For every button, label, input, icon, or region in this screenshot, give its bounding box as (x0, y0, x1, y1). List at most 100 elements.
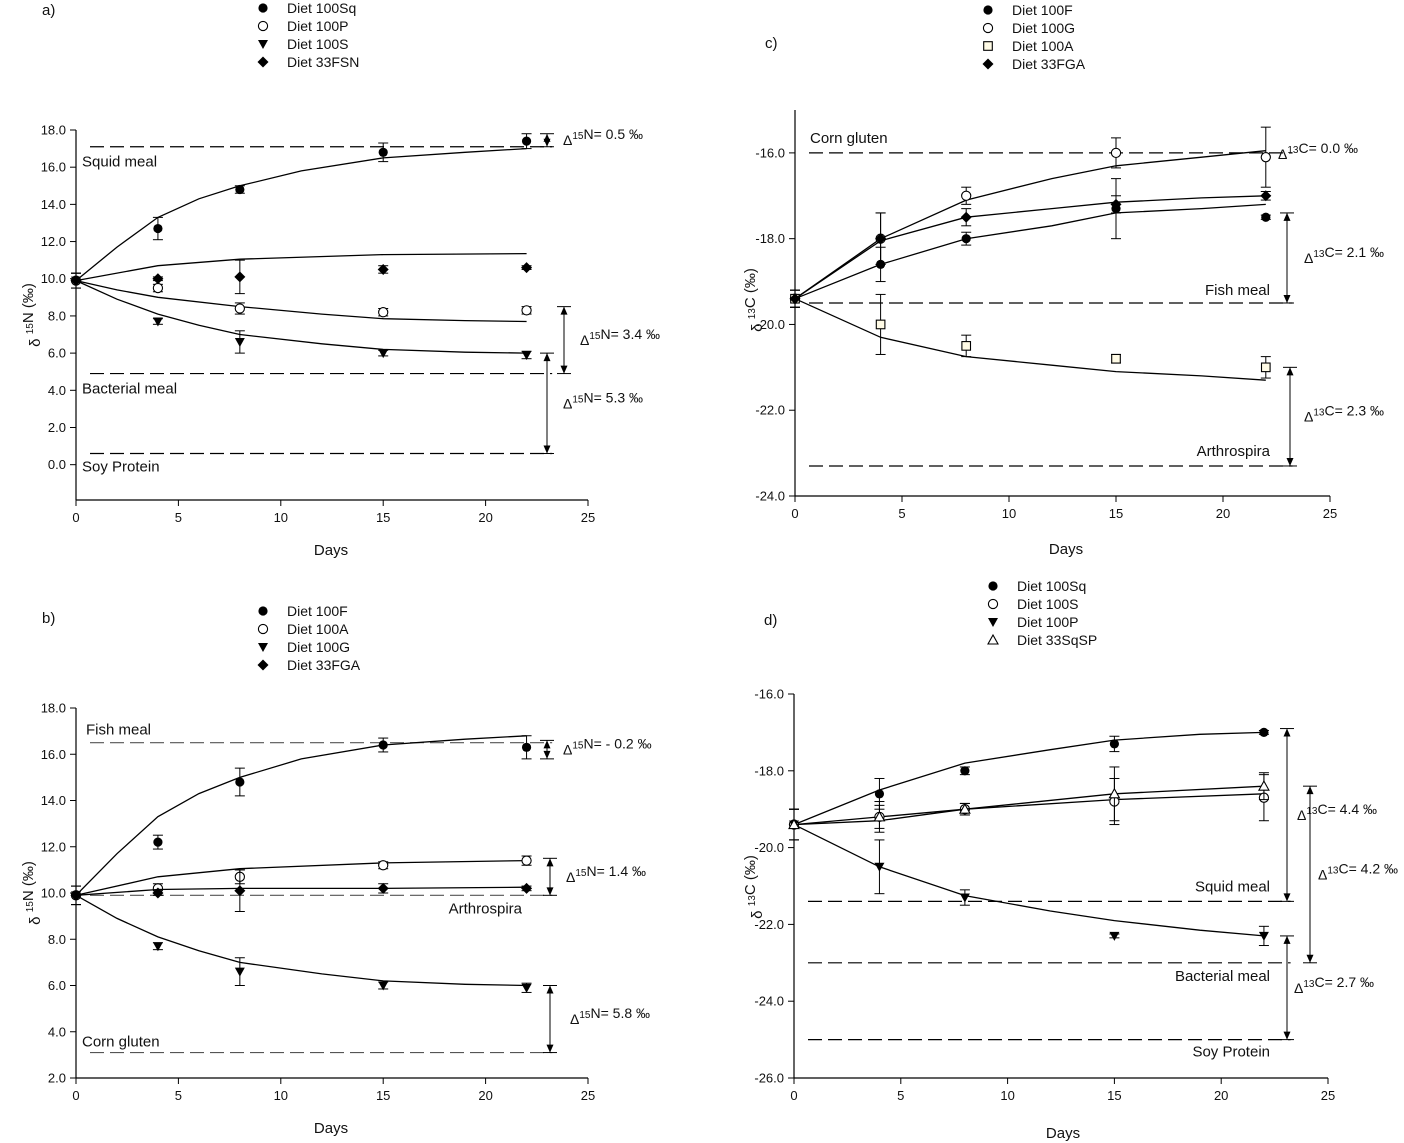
y-tick-label: 2.0 (48, 420, 66, 435)
legend-label: Diet 100F (1012, 2, 1073, 18)
arrow-head (1283, 893, 1291, 902)
annotation-label: Δ15N= 5.8 ‰ (570, 1005, 650, 1027)
panel-letter: b) (42, 610, 55, 627)
y-tick-label: 8.0 (48, 308, 66, 323)
legend-label: Diet 100F (287, 603, 348, 619)
arrow-head (546, 985, 554, 994)
legend-marker (257, 20, 269, 32)
data-point (789, 293, 801, 305)
legend-item: Diet 100A (257, 621, 349, 637)
reference-line-label: Fish meal (1205, 282, 1270, 299)
reference-line-label: Squid meal (1195, 878, 1270, 895)
series-diet-33fga (70, 869, 533, 912)
arrow-head (1283, 935, 1291, 944)
x-tick-label: 10 (274, 1088, 288, 1103)
y-axis-label: δ 13C (‰) (742, 855, 766, 919)
y-tick-label: -24.0 (754, 994, 784, 1009)
y-axis-label: δ 15N (‰) (20, 861, 44, 925)
legend: Diet 100F Diet 100G Diet 100A Diet 33FGA (982, 2, 1086, 72)
series-diet-100a (790, 289, 1271, 381)
data-point (152, 273, 164, 285)
annotation-label: Δ13C= 2.1 ‰ (1304, 244, 1384, 266)
fitted-curve (794, 298, 1266, 381)
legend-label: Diet 33FSN (287, 54, 359, 70)
data-point (377, 263, 389, 275)
x-tick-label: 15 (376, 1088, 390, 1103)
data-point (1260, 362, 1271, 373)
y-tick-label: -22.0 (755, 403, 785, 418)
x-tick-label: 20 (478, 1088, 492, 1103)
reference-line-label: Squid meal (82, 154, 157, 171)
y-tick-label: 18.0 (41, 701, 66, 716)
arrow-head (1306, 786, 1314, 795)
data-point (70, 275, 82, 287)
y-tick-label: -24.0 (755, 489, 785, 504)
data-point (961, 341, 972, 351)
legend-label: Diet 100A (1012, 38, 1074, 54)
data-point (1109, 739, 1119, 749)
y-tick-label: 2.0 (48, 1071, 66, 1086)
legend-item: Diet 100G (258, 639, 350, 655)
reference-line-label: Soy Protein (82, 459, 160, 476)
data-point (961, 190, 972, 201)
arrow-head (1306, 954, 1314, 963)
legend-item: Diet 100A (983, 38, 1074, 54)
panel-letter: a) (42, 2, 55, 19)
fitted-curve (75, 735, 527, 896)
x-tick-label: 5 (898, 506, 905, 521)
x-tick-label: 15 (1109, 506, 1123, 521)
y-axis-label: δ 15N (‰) (20, 283, 44, 347)
data-point (378, 981, 389, 991)
data-point (377, 882, 389, 894)
data-point (521, 855, 532, 866)
arrow-head (1283, 212, 1291, 221)
series-diet-100p (789, 808, 1269, 947)
legend-label: Diet 100P (287, 18, 348, 34)
x-tick-label: 20 (1214, 1088, 1228, 1103)
y-tick-label: 18.0 (41, 123, 66, 138)
legend-label: Diet 100Sq (1017, 578, 1086, 594)
data-point (1261, 212, 1271, 222)
legend-marker (982, 58, 994, 70)
data-point (234, 303, 245, 314)
data-point (1257, 780, 1270, 791)
arrow-head (560, 306, 568, 315)
y-tick-label: 14.0 (41, 793, 66, 808)
x-axis-label: Days (314, 542, 348, 559)
x-tick-label: 20 (1216, 506, 1230, 521)
y-tick-label: 10.0 (41, 271, 66, 286)
data-point (1110, 198, 1122, 210)
legend-marker (258, 40, 268, 49)
arrow-head (1283, 295, 1291, 303)
reference-line-label: Corn gluten (810, 130, 888, 147)
x-tick-label: 25 (1323, 506, 1337, 521)
arrow-head (1283, 728, 1291, 737)
series-diet-100p (70, 272, 532, 323)
y-tick-label: -26.0 (754, 1071, 784, 1086)
y-tick-label: -18.0 (754, 763, 784, 778)
data-point (961, 234, 971, 244)
series-diet-100sq (789, 727, 1269, 841)
data-point (1260, 152, 1271, 163)
legend-item: Diet 100P (257, 18, 348, 34)
y-axis-label: δ 13C (‰) (742, 268, 766, 332)
annotation-label: Δ15N= 3.4 ‰ (580, 326, 660, 348)
annotation-label: Δ13C= 4.4 ‰ (1297, 801, 1377, 823)
legend-item: Diet 100Sq (988, 578, 1086, 594)
fitted-curve (793, 793, 1264, 826)
series-diet-100s (71, 272, 532, 360)
legend-label: Diet 100Sq (287, 0, 356, 16)
data-point (378, 307, 389, 318)
arrow-head (560, 365, 568, 374)
arrow-head (543, 445, 551, 454)
panel-letter: c) (765, 35, 778, 52)
x-axis-label: Days (1049, 541, 1083, 558)
series-diet-33fsn (70, 252, 533, 295)
legend-marker (257, 659, 269, 671)
legend-marker (988, 581, 998, 591)
fitted-curve (794, 150, 1266, 300)
data-point (521, 350, 532, 360)
y-tick-label: 4.0 (48, 1024, 66, 1039)
data-point (378, 860, 389, 871)
